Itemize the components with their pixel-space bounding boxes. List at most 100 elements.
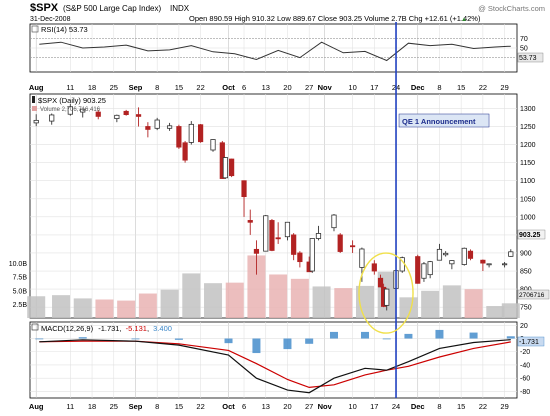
candle-body — [229, 158, 235, 177]
x-tick-label-top: 25 — [110, 83, 118, 92]
rsi-label: RSI(14) 53.73 — [41, 25, 88, 34]
rsi-y-label: 50 — [520, 46, 528, 53]
volume-bar — [356, 285, 375, 318]
price-label: $SPX (Daily) 903.25 — [38, 96, 106, 105]
chart-header: $SPX (S&P 500 Large Cap Index) INDX 31-D… — [30, 2, 545, 23]
rsi-y-label: 70 — [520, 36, 528, 43]
candle-body — [359, 248, 365, 268]
candle-body — [349, 245, 356, 248]
price-y-label: 1050 — [520, 196, 536, 203]
volume-bar — [204, 283, 223, 318]
candle-body — [114, 114, 120, 119]
candle-body — [449, 260, 455, 265]
volume-bar — [247, 255, 266, 318]
volume-bar — [95, 299, 114, 318]
candle-body — [198, 124, 204, 143]
x-tick-label-bottom: 15 — [175, 402, 183, 411]
x-tick-label-top: 17 — [370, 83, 378, 92]
candle-body — [247, 220, 253, 223]
x-tick-label-bottom: 29 — [500, 402, 508, 411]
value-badges: 53.73 903.25 2706716 -1.731 — [517, 52, 550, 347]
candle-body — [371, 263, 377, 272]
x-tick-label-top: 10 — [348, 83, 356, 92]
x-tick-label-top: 22 — [196, 83, 204, 92]
volume-bar — [160, 289, 179, 318]
x-tick-label-bottom: 27 — [305, 402, 313, 411]
volume-y-label: 2.5B — [13, 302, 28, 309]
volume-label: Volume 2,706,716,416 — [40, 107, 101, 113]
candle-body — [309, 238, 315, 272]
price-y-label: 750 — [520, 305, 532, 312]
x-tick-label-bottom: 8 — [437, 402, 441, 411]
candle-body — [80, 108, 86, 113]
macd-hist-bar — [361, 331, 370, 339]
qe1-marker: QE 1 Announcement — [358, 22, 490, 398]
x-tick-label-bottom: 10 — [348, 402, 356, 411]
symbol-name: (S&P 500 Large Cap Index) — [63, 4, 161, 13]
candle-body — [253, 248, 260, 254]
x-tick-label-bottom: Dec — [411, 402, 425, 411]
price-y-label: 1150 — [520, 160, 535, 167]
x-tick-label-bottom: Nov — [318, 402, 333, 411]
x-tick-label-bottom: 11 — [66, 402, 74, 411]
macd-y-label: -60 — [520, 376, 530, 383]
macd-hist-bar — [435, 329, 444, 339]
candle-body — [182, 142, 188, 161]
rsi-badge-box — [517, 52, 544, 63]
macd-hist-bar — [382, 338, 391, 340]
volume-bar — [421, 290, 440, 318]
candle-body — [188, 123, 194, 143]
x-tick-label-top: Oct — [222, 83, 235, 92]
volume-bar — [117, 300, 136, 318]
candle-body — [501, 263, 508, 266]
volume-bar — [334, 288, 353, 318]
axis-labels: Aug Aug 11 11 18 18 25 25 Sep Sep 8 8 15 15 22 22 Oct Oct… — [9, 36, 536, 411]
macd-label-prefix: MACD(12,26,9) — [41, 324, 94, 333]
x-tick-label-top: 8 — [155, 83, 159, 92]
candle-body — [49, 114, 55, 122]
macd-label-signal: -5.131 — [126, 324, 147, 333]
candle-body — [67, 106, 73, 115]
candle-body — [284, 221, 291, 238]
macd-hist-bar — [329, 331, 338, 339]
volume-y-label: 10.0B — [9, 261, 28, 268]
candle-body — [263, 215, 269, 252]
macd-line — [39, 339, 511, 394]
candle-body — [384, 288, 390, 306]
x-tick-label-top: 11 — [66, 83, 74, 92]
chart-date: 31-Dec-2008 — [30, 16, 71, 23]
macd-y-label: -40 — [520, 362, 530, 369]
rsi-layer — [39, 41, 511, 62]
x-tick-label-bottom: 18 — [88, 402, 96, 411]
qe1-annotation-text: QE 1 Announcement — [402, 117, 476, 126]
x-tick-label-bottom: 24 — [392, 402, 400, 411]
x-tick-label-top: 15 — [457, 83, 465, 92]
candle-body — [377, 277, 384, 288]
candle-body — [461, 247, 467, 265]
x-tick-label-top: 8 — [437, 83, 441, 92]
volume-bars — [27, 255, 520, 318]
candle-body — [480, 259, 486, 264]
candle-body — [154, 119, 160, 129]
volume-bar — [52, 295, 71, 318]
macd-hist-bar — [174, 338, 183, 340]
x-tick-label-top: 13 — [262, 83, 270, 92]
price-y-label: 1300 — [520, 106, 536, 113]
x-tick-label-bottom: Aug — [29, 402, 44, 411]
x-tick-label-top: Sep — [129, 83, 143, 92]
rsi-line — [39, 41, 511, 62]
volume-badge: 2706716 — [519, 292, 545, 299]
x-tick-label-top: Aug — [29, 83, 44, 92]
rsi-legend-icon — [31, 25, 39, 33]
stockcharts-watermark: @ StockCharts.com — [478, 4, 545, 13]
candle-body — [315, 233, 322, 239]
volume-bar — [501, 303, 520, 318]
candle-body — [95, 111, 101, 117]
x-tick-label-bottom: 22 — [479, 402, 487, 411]
macd-y-label: 20 — [520, 323, 528, 330]
x-tick-label-top: 27 — [305, 83, 313, 92]
candle-body — [486, 263, 492, 266]
candle-body — [331, 214, 337, 229]
x-tick-label-bottom: 22 — [196, 402, 204, 411]
price-y-label: 1250 — [520, 124, 536, 131]
